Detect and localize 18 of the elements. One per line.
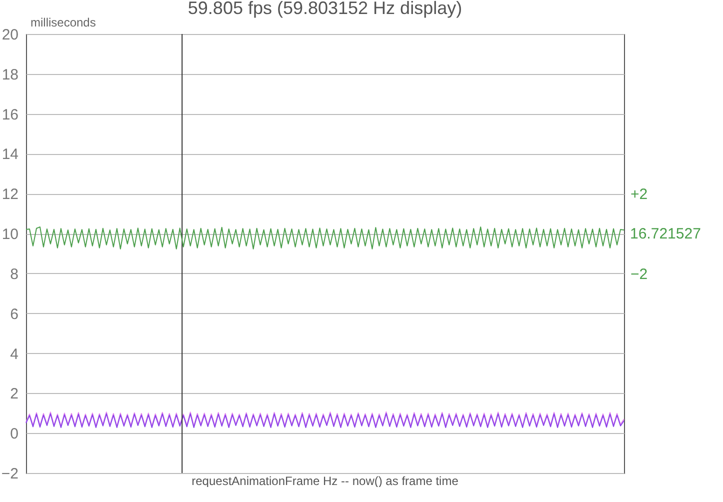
y-tick-label: 10 [2, 226, 18, 244]
y-tick-label: 14 [2, 146, 18, 164]
text: 16.721527 [630, 226, 701, 243]
y-tick-label: 2 [10, 386, 18, 403]
chart-title: 59.805 fps (59.803152 Hz display) [188, 0, 462, 18]
y2-tick-label: −2 [630, 266, 648, 283]
y-tick-label: 6 [10, 306, 18, 323]
y-tick-label: 4 [10, 346, 18, 363]
y-tick-label: 0 [10, 426, 18, 443]
y-tick-label: 20 [2, 26, 18, 44]
line-series [26, 226, 624, 250]
y-tick-label: −2 [1, 466, 18, 482]
y-tick-label: 8 [10, 266, 18, 283]
y-tick-label: 12 [2, 186, 18, 204]
y2-tick-label: +2 [630, 186, 648, 204]
y-tick-label: 18 [2, 66, 18, 84]
y-tick-label: 16 [2, 106, 18, 124]
y-axis-title: milliseconds [30, 16, 96, 30]
